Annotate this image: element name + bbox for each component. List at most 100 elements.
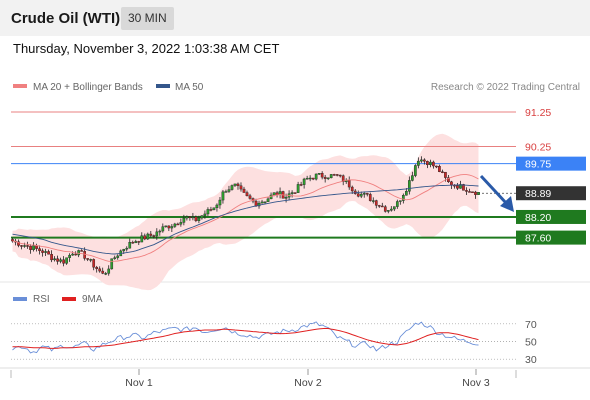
candle-body xyxy=(116,255,120,258)
candle-body xyxy=(218,199,222,206)
candle-body xyxy=(245,192,249,197)
candle-body xyxy=(143,235,147,240)
candle-body xyxy=(239,185,243,190)
candle-body xyxy=(158,230,162,233)
candle-body xyxy=(209,209,213,211)
candle-body xyxy=(164,225,168,228)
candle-body xyxy=(392,206,396,210)
candle-body xyxy=(377,205,381,207)
candle-body xyxy=(380,205,384,208)
resistance-label: 90.25 xyxy=(525,141,551,153)
rsi-ma-legend-label: 9MA xyxy=(82,294,103,305)
candle-body xyxy=(311,177,315,180)
candle-body xyxy=(284,196,288,199)
candle-body xyxy=(398,200,402,202)
candle-body xyxy=(254,200,258,207)
candle-body xyxy=(173,223,177,227)
candle-body xyxy=(350,186,354,192)
candle-body xyxy=(182,217,186,223)
candle-body xyxy=(212,207,216,210)
candle-body xyxy=(134,241,138,244)
candle-body xyxy=(122,248,126,252)
candle-body xyxy=(272,192,276,196)
candle-body xyxy=(362,193,366,195)
candle-body xyxy=(23,245,26,247)
candle-body xyxy=(185,216,189,219)
ma50-line xyxy=(12,184,479,255)
candle-body xyxy=(98,268,102,272)
ma50-legend-label: MA 50 xyxy=(175,82,204,93)
candle-body xyxy=(155,231,159,237)
timeframe-button[interactable]: 30 MIN xyxy=(121,7,174,30)
candle-body xyxy=(188,216,192,219)
support-label-box xyxy=(516,209,586,224)
candle-body xyxy=(62,259,65,264)
candle-body xyxy=(113,257,117,259)
rsi-tick-label: 50 xyxy=(525,337,537,349)
candle-body xyxy=(477,192,480,195)
forecast-arrow-shaft xyxy=(479,174,509,206)
candle-body xyxy=(389,208,393,211)
candle-body xyxy=(462,184,465,191)
rsi-tick-label: 70 xyxy=(525,319,537,331)
support-label-box xyxy=(516,230,586,245)
candle-body xyxy=(435,165,438,168)
support-label: 87.60 xyxy=(525,233,551,245)
candle-body xyxy=(83,251,86,259)
rsi-tick-label: 30 xyxy=(525,354,537,366)
candle-body xyxy=(420,159,423,162)
rsi-ma-line xyxy=(12,327,479,349)
candle-body xyxy=(266,198,270,202)
candle-body xyxy=(408,180,411,192)
candle-body xyxy=(426,161,429,166)
candle-body xyxy=(152,235,156,237)
candle-body xyxy=(417,160,420,166)
rsi-legend-swatch xyxy=(13,297,27,301)
candle-body xyxy=(248,195,252,199)
candle-body xyxy=(215,204,219,209)
candle-body xyxy=(320,173,324,178)
candle-body xyxy=(38,248,41,251)
rsi-line xyxy=(12,321,479,354)
candle-body xyxy=(68,254,71,258)
candle-body xyxy=(179,222,183,225)
candle-body xyxy=(95,266,99,270)
candle-body xyxy=(191,216,195,219)
candle-body xyxy=(50,254,53,261)
candle-body xyxy=(167,225,171,229)
candle-body xyxy=(236,183,240,186)
candle-body xyxy=(323,176,327,179)
candle-body xyxy=(233,183,237,186)
last-price-label-box xyxy=(516,186,586,201)
candle-body xyxy=(92,259,96,268)
candle-body xyxy=(56,258,59,262)
pivot-label: 89.75 xyxy=(525,159,551,171)
instrument-title: Crude Oil (WTI) xyxy=(11,10,121,27)
candle-body xyxy=(359,193,363,197)
forecast-arrow-head xyxy=(500,196,514,212)
candle-body xyxy=(47,251,50,255)
candle-body xyxy=(326,177,330,180)
candle-body xyxy=(441,171,444,173)
candle-body xyxy=(338,174,342,177)
candle-body xyxy=(59,259,62,262)
candle-body xyxy=(230,185,234,190)
candle-body xyxy=(365,193,369,195)
candle-body xyxy=(383,206,387,212)
candle-body xyxy=(438,166,441,172)
candle-body xyxy=(53,258,56,261)
candle-body xyxy=(128,242,132,249)
candle-body xyxy=(221,191,225,201)
candle-body xyxy=(194,216,198,221)
candle-body xyxy=(465,190,468,192)
candle-body xyxy=(203,213,207,216)
rsi-legend-label: RSI xyxy=(33,294,50,305)
candle-body xyxy=(263,201,267,203)
candle-body xyxy=(459,184,462,189)
candle-body xyxy=(170,226,174,229)
candle-body xyxy=(423,159,426,162)
candle-body xyxy=(200,215,204,219)
x-axis-tick-label: Nov 1 xyxy=(125,377,153,389)
candle-body xyxy=(65,257,68,264)
candle-body xyxy=(101,270,105,274)
